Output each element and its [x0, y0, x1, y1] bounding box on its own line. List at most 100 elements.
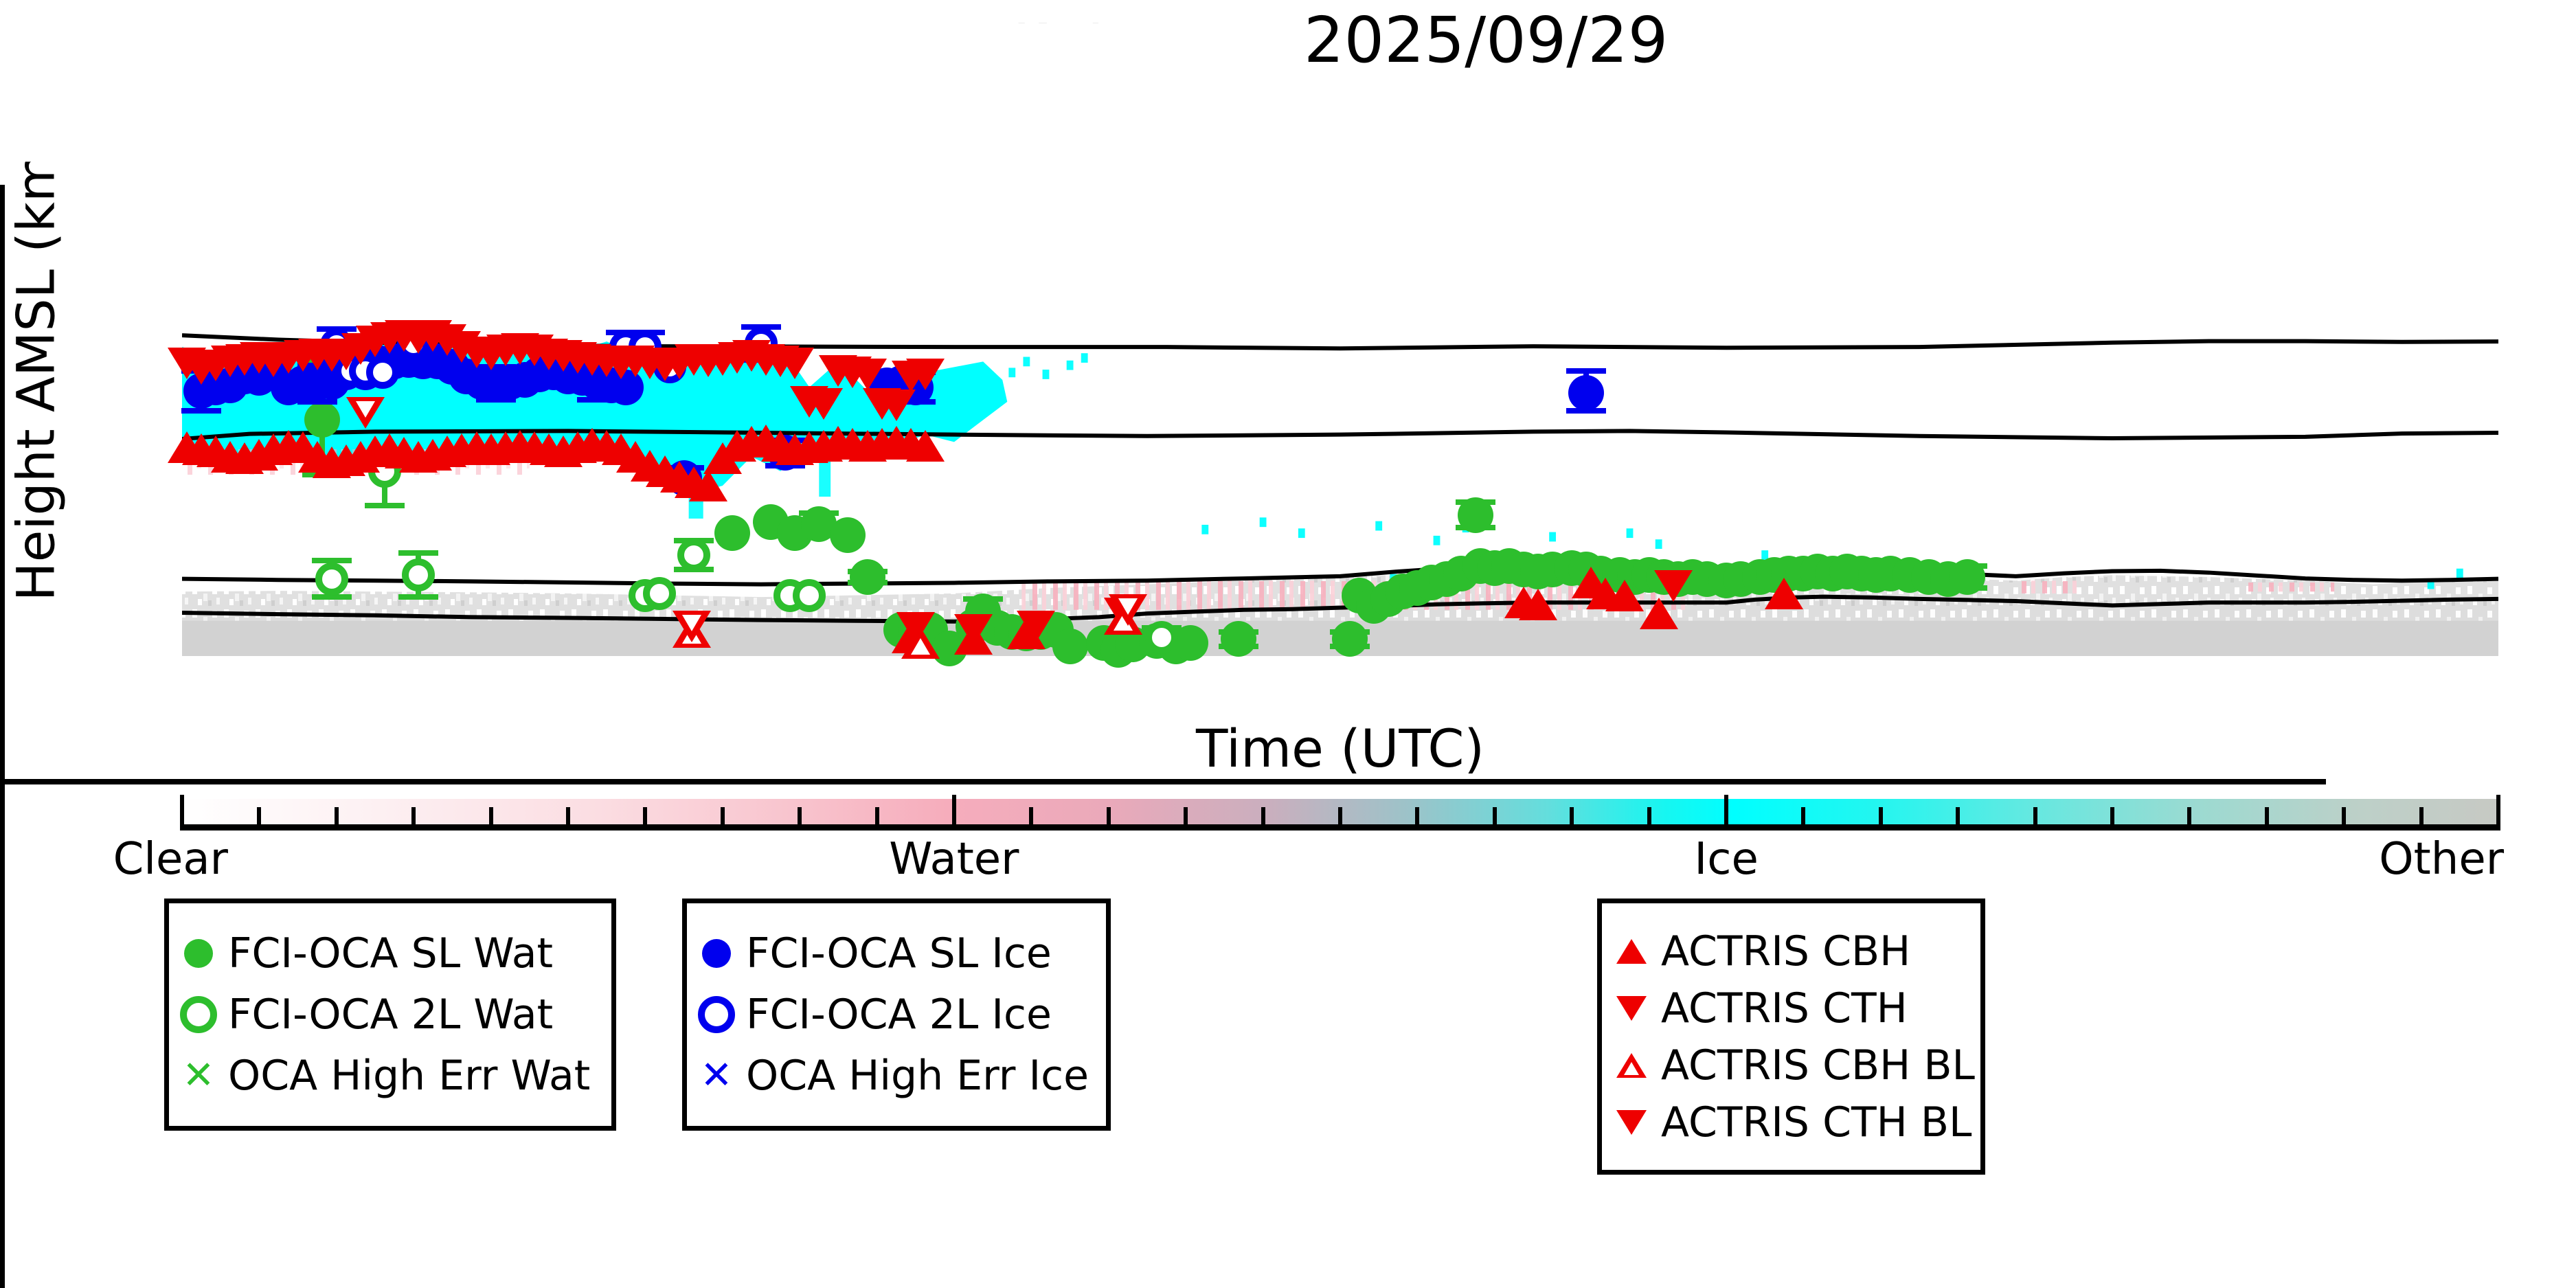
- fci-oca-sl-wat-marker: [1052, 628, 1088, 664]
- colorbar-axis: [180, 824, 2500, 831]
- actris-cbh-marker: [1605, 579, 1645, 611]
- ice-fleck: [1201, 524, 1209, 534]
- ice-fleck: [1259, 517, 1267, 528]
- actris-cbh-marker: [1639, 598, 1678, 630]
- error-bar-cap: [297, 398, 337, 405]
- fci-oca-sl-wat-marker: [1950, 558, 1986, 595]
- actris-cth-bl-marker: [672, 610, 711, 642]
- ice-fleck: [1433, 535, 1440, 545]
- ice-fleck: [1375, 521, 1383, 531]
- colorbar-tick: [334, 807, 339, 826]
- legend-label: ACTRIS CBH: [1661, 927, 1911, 975]
- legend-label: FCI-OCA SL Ice: [746, 929, 1052, 978]
- actris-cbh-marker-shape: [1519, 588, 1558, 620]
- x-icon: ✕: [182, 1053, 215, 1098]
- ice-fleck: [1081, 353, 1088, 363]
- error-bar-cap: [181, 408, 222, 414]
- fci-oca-sl-wat-marker: [1221, 621, 1257, 657]
- ice-fleck: [2427, 579, 2434, 589]
- x-icon: ✕: [700, 1053, 733, 1098]
- actris-cth-marker: [1653, 570, 1693, 602]
- legend-label: FCI-OCA 2L Ice: [746, 990, 1052, 1039]
- water-pink-patch: [2015, 580, 2083, 594]
- error-bar-cap: [398, 594, 439, 600]
- colorbar-tick: [952, 795, 956, 826]
- fci-oca-sl-wat-marker: [714, 515, 750, 552]
- colorbar-tick: [1338, 807, 1342, 826]
- legend-item-fci-oca-sl-ice: FCI-OCA SL Ice: [687, 929, 1106, 978]
- ice-fleck: [1008, 368, 1016, 378]
- fci-oca-2l-wat-marker: [402, 558, 436, 592]
- fci-oca-sl-ice-marker: [1568, 374, 1605, 411]
- isotherm-250: [182, 429, 2498, 442]
- actris-cbh-marker: [1519, 588, 1558, 620]
- colorbar-tick: [1415, 807, 1420, 826]
- colorbar-label-water: Water: [889, 834, 1019, 885]
- actris-cth-marker: [804, 387, 844, 420]
- ice-fleck: [1549, 532, 1557, 542]
- ice-fleck: [1655, 539, 1662, 550]
- colorbar-tick: [180, 795, 184, 826]
- error-bar-cap: [577, 397, 618, 403]
- colorbar-tick: [2419, 807, 2424, 826]
- actris-cbh-marker: [688, 470, 727, 502]
- error-bar-cap: [311, 594, 352, 600]
- colorbar-tick: [566, 807, 570, 826]
- legend-item-fci-oca-2l-ice: FCI-OCA 2L Ice: [687, 991, 1106, 1039]
- colorbar-tick: [2187, 807, 2192, 826]
- filled-circle-icon: [169, 938, 228, 968]
- ice-streak: [819, 456, 831, 497]
- actris-cth-marker-shape: [954, 614, 993, 646]
- fci-oca-sl-wat-marker: [849, 558, 885, 595]
- legend-item-oca-high-err-ice: ✕ OCA High Err Ice: [687, 1052, 1106, 1100]
- actris-cth-marker-shape: [905, 358, 945, 390]
- isotherm-label-230: 230: [0, 0, 1288, 23]
- actris-cbh-marker-shape: [688, 470, 727, 502]
- open-circle-icon: [687, 995, 746, 1033]
- error-bar-cap: [1566, 368, 1607, 374]
- actris-cth-marker-shape: [848, 358, 887, 390]
- actris-cth-marker-shape: [877, 389, 916, 422]
- legend-item-fci-oca-sl-wat: FCI-OCA SL Wat: [169, 929, 611, 978]
- down-triangle-icon: [1602, 995, 1661, 1021]
- ice-fleck: [2456, 568, 2463, 578]
- legend-item-fci-oca-2l-wat: FCI-OCA 2L Wat: [169, 991, 611, 1039]
- open-circle-icon: [169, 995, 228, 1033]
- legend-label: OCA High Err Ice: [746, 1052, 1089, 1100]
- ice-fleck: [1626, 528, 1634, 539]
- colorbar-tick: [2110, 807, 2114, 826]
- legend-item-oca-high-err-wat: ✕ OCA High Err Wat: [169, 1052, 611, 1100]
- colorbar-tick: [1184, 807, 1188, 826]
- up-triangle-icon: [1602, 1052, 1661, 1078]
- actris-cbh-bl-marker-hole: [910, 637, 930, 655]
- legend-label: FCI-OCA 2L Wat: [228, 990, 554, 1039]
- down-triangle-icon: [1602, 1109, 1661, 1151]
- colorbar-tick: [1106, 807, 1111, 826]
- colorbar-tick: [1724, 795, 1728, 826]
- colorbar-tick: [257, 807, 262, 826]
- actris-cth-bl-marker: [346, 396, 385, 429]
- y-axis-spine: [0, 184, 5, 779]
- colorbar-tick: [1956, 807, 1961, 826]
- error-bar-cap: [398, 550, 439, 556]
- actris-cth-bl-marker-hole: [681, 614, 701, 631]
- colorbar-tick: [2496, 795, 2500, 826]
- ice-fleck: [1761, 550, 1769, 560]
- fci-oca-2l-ice-marker: [366, 356, 400, 389]
- legend-ice: FCI-OCA SL Ice FCI-OCA 2L Ice ✕ OCA High Er…: [682, 899, 1111, 1131]
- actris-cth-marker: [954, 614, 993, 646]
- actris-cbh-bl-marker: [901, 626, 940, 659]
- colorbar-tick: [1801, 807, 1806, 826]
- actris-cbh-marker-shape: [1639, 598, 1678, 630]
- isotherm-label-279: 279: [0, 115, 1288, 162]
- actris-cth-marker-shape: [776, 348, 815, 380]
- actris-cth-bl-marker: [1108, 594, 1147, 626]
- fci-oca-2l-wat-marker: [677, 539, 710, 572]
- actris-cbh-marker-shape: [1765, 577, 1804, 609]
- legend-item-actris-cth-bl: ACTRIS CTH BL: [1602, 1098, 1980, 1151]
- actris-cth-marker: [1017, 610, 1056, 642]
- legend-label: OCA High Err Wat: [228, 1052, 591, 1100]
- legend-label: ACTRIS CTH: [1661, 984, 1908, 1032]
- legend-label: ACTRIS CTH BL: [1661, 1098, 1972, 1146]
